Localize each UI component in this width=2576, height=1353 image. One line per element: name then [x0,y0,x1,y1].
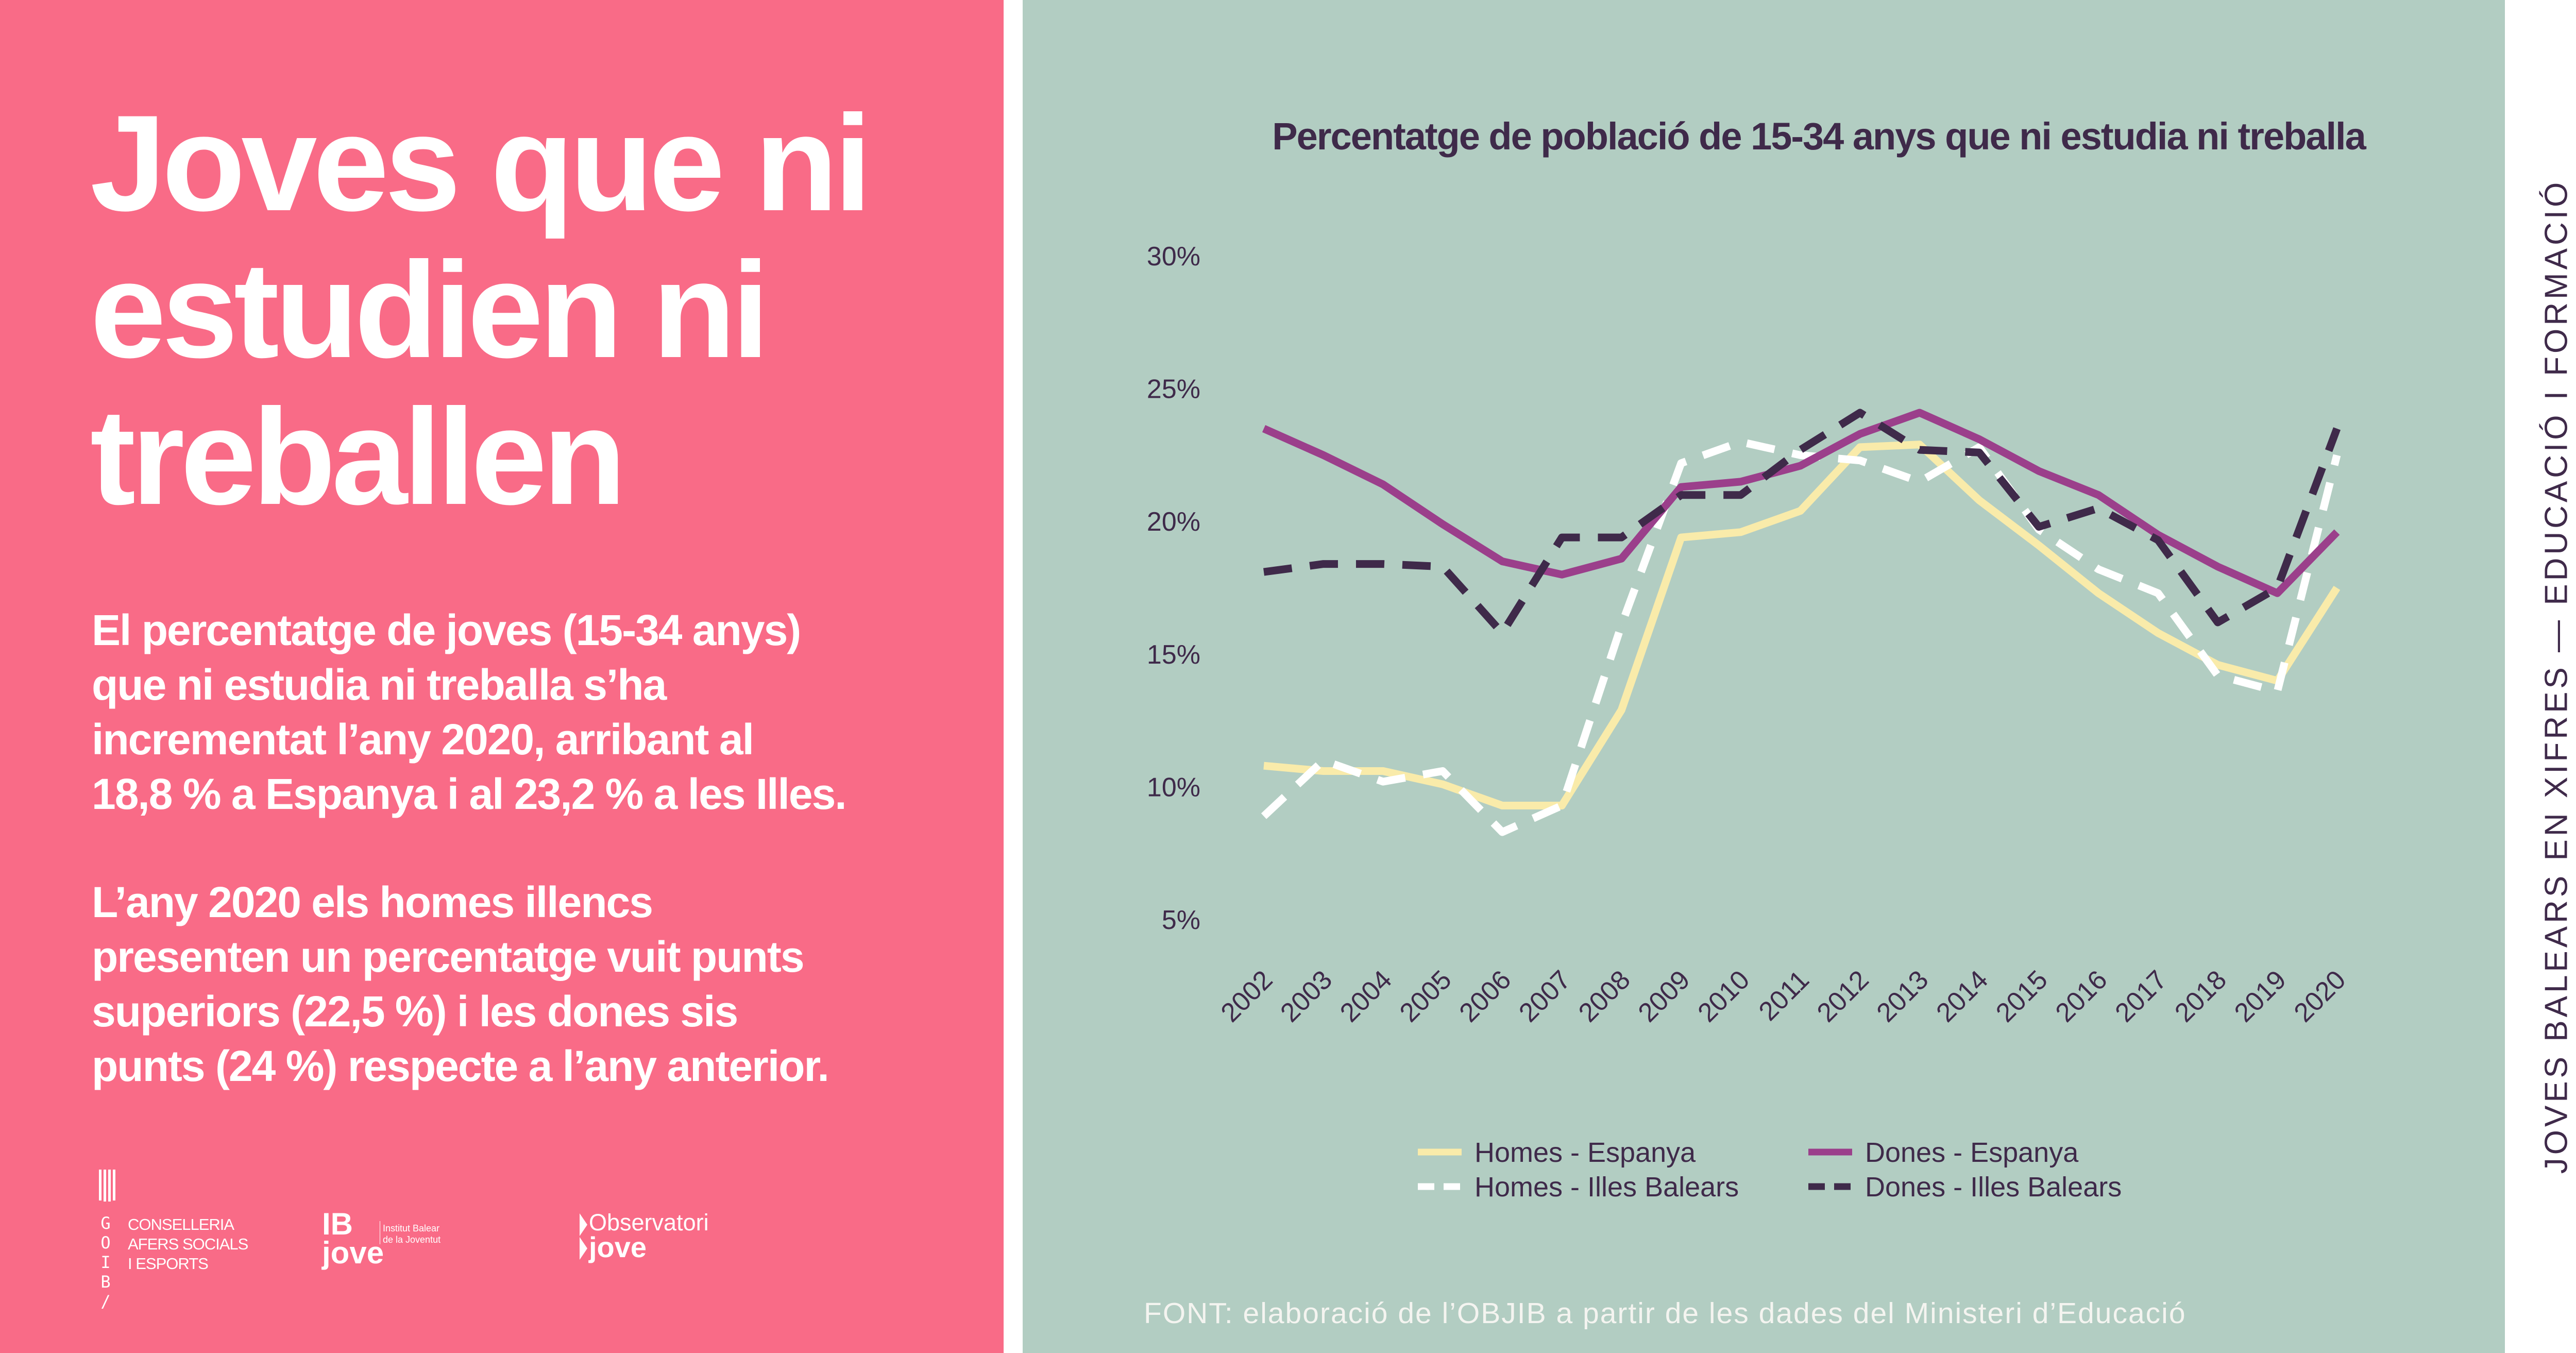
y-tick-label: 5% [1162,905,1200,935]
logos: G O I B / CONSELLERIA AFERS SOCIALS I ES… [93,1170,762,1340]
paragraph-line: que ni estudia ni treballa s’ha [92,661,667,709]
x-tick-label: 2020 [2289,965,2352,1028]
legend-label: Homes - Espanya [1475,1137,1696,1168]
x-tick-label: 2003 [1275,965,1338,1028]
paragraph-line: 18,8 % a Espanya i al 23,2 % a les Illes… [92,770,847,818]
goib-letter: B [100,1272,111,1292]
goib-letter: I [100,1253,111,1272]
x-tick-label: 2008 [1573,965,1636,1028]
paragraph-line: presenten un percentatge vuit punts [92,933,805,981]
x-tick-label: 2009 [1633,965,1696,1028]
x-tick-label: 2016 [2050,965,2113,1028]
goib-letter: O [100,1233,111,1253]
series-line-homes-illes-balears [1261,438,2341,836]
paragraph-line: L’any 2020 els homes illencs [92,878,653,926]
observatori-logo: Observatori jove [580,1209,755,1316]
series-line-dones-illes-balears [1263,409,2341,637]
headline-line: Joves que ni [90,87,872,240]
legend-label: Homes - Illes Balears [1475,1172,1739,1203]
info-panel: Joves que ni estudien ni treballen El pe… [0,0,1004,1353]
x-tick-label: 2018 [2169,965,2232,1028]
x-tick-label: 2007 [1513,965,1577,1028]
ibjove-text: Institut Balear [383,1223,440,1233]
goib-text: CONSELLERIA [128,1215,234,1233]
play-arrows-icon [580,1213,587,1260]
source-note: FONT: elaboració de l’OBJIB a partir de … [1144,1297,2187,1330]
x-tick-label: 2015 [1990,965,2054,1028]
legend-label: Dones - Espanya [1865,1137,2079,1168]
x-tick-label: 2004 [1334,965,1398,1028]
summary-paragraph-2: L’any 2020 els homes illencs presenten u… [92,875,978,1093]
summary-paragraph-1: El percentatge de joves (15-34 anys) que… [92,603,978,821]
goib-text: I ESPORTS [128,1255,209,1273]
y-tick-label: 30% [1147,242,1200,272]
goib-logo: G O I B / CONSELLERIA AFERS SOCIALS I ES… [93,1170,289,1340]
side-label: JOVES BALEARS EN XIFRES — EDUCACIÓ I FOR… [2538,179,2574,1174]
ibjove-mark: IB jove [322,1207,384,1270]
x-tick-label: 2013 [1871,965,1935,1028]
paragraph-line: punts (24 %) respecte a l’any anterior. [92,1042,829,1090]
paragraph-line: superiors (22,5 %) i les dones sis [92,987,738,1036]
goib-text: AFERS SOCIALS [128,1235,248,1253]
y-tick-label: 25% [1147,375,1200,404]
headline: Joves que ni estudien ni treballen [90,90,966,531]
paragraph-line: incrementat l’any 2020, arribant al [92,715,754,764]
goib-letter: / [100,1292,111,1311]
goib-shield-icon [99,1170,115,1202]
x-tick-label: 2002 [1215,965,1279,1028]
x-tick-label: 2017 [2110,965,2173,1028]
y-tick-label: 15% [1147,640,1200,670]
chart-title: Percentatge de població de 15-34 anys qu… [1272,115,2366,158]
x-tick-label: 2014 [1930,965,1994,1028]
x-tick-label: 2005 [1394,965,1458,1028]
observatori-text: jove [589,1231,647,1263]
headline-line: estudien ni [90,234,770,386]
x-tick-label: 2019 [2229,965,2292,1028]
ibjove-logo: IB jove Institut Balear de la Joventut [322,1207,528,1313]
series-line-homes-espanya [1263,441,2341,809]
y-tick-label: 10% [1147,772,1200,802]
ibjove-text: de la Joventut [383,1234,441,1245]
goib-letter: G [100,1213,111,1233]
y-tick-label: 20% [1147,507,1200,537]
legend-label: Dones - Illes Balears [1865,1172,2122,1203]
x-tick-label: 2010 [1692,965,1755,1028]
paragraph-line: El percentatge de joves (15-34 anys) [92,606,801,654]
x-tick-label: 2012 [1811,965,1875,1028]
x-tick-label: 2011 [1753,965,1815,1026]
observatori-text: Observatori [589,1209,709,1236]
headline-line: treballen [90,381,626,533]
x-tick-label: 2006 [1454,965,1517,1028]
